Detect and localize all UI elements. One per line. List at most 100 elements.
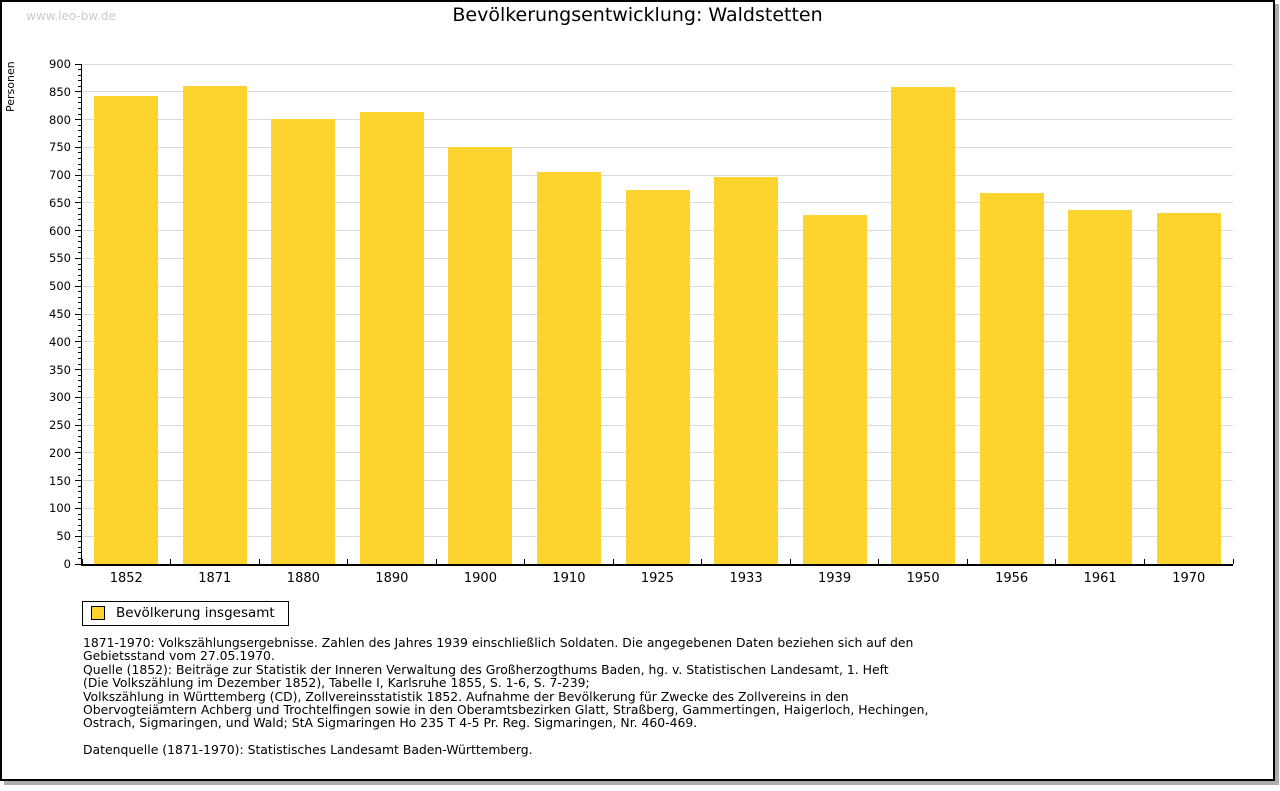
y-minor-tick <box>77 269 81 271</box>
y-minor-tick <box>77 363 81 365</box>
y-minor-tick <box>77 485 81 487</box>
y-minor-tick <box>77 463 81 465</box>
x-axis-tick-label: 1970 <box>1172 571 1206 586</box>
y-minor-tick <box>77 207 81 209</box>
y-major-tick <box>74 285 81 287</box>
x-boundary-tick <box>1232 559 1234 564</box>
y-axis-tick-label: 550 <box>49 251 71 266</box>
y-minor-tick <box>77 157 81 159</box>
y-minor-tick <box>77 85 81 87</box>
y-minor-tick <box>77 385 81 387</box>
y-minor-tick <box>77 474 81 476</box>
x-axis-tick-label: 1925 <box>640 571 674 586</box>
x-boundary-tick <box>81 559 83 564</box>
y-minor-tick <box>77 241 81 243</box>
y-minor-tick <box>77 169 81 171</box>
y-gridline <box>82 146 1233 148</box>
y-major-tick <box>74 119 81 121</box>
y-major-tick <box>74 535 81 537</box>
y-minor-tick <box>77 380 81 382</box>
y-axis-tick-label: 850 <box>49 84 71 99</box>
y-major-tick <box>74 341 81 343</box>
y-minor-tick <box>77 541 81 543</box>
y-axis-tick-label: 400 <box>49 334 71 349</box>
y-minor-tick <box>77 130 81 132</box>
y-axis-line <box>80 64 82 564</box>
bar-1880 <box>271 119 336 564</box>
y-minor-tick <box>77 419 81 421</box>
x-boundary-tick <box>1144 559 1145 564</box>
x-axis-tick-label: 1950 <box>906 571 940 586</box>
y-axis-tick-label: 0 <box>63 557 71 571</box>
y-axis-tick-label: 700 <box>49 168 71 183</box>
y-axis-tick-label: 800 <box>49 112 71 127</box>
y-minor-tick <box>77 330 81 332</box>
x-boundary-tick <box>524 559 526 564</box>
y-minor-tick <box>77 502 81 504</box>
y-major-tick <box>74 452 81 454</box>
y-axis-tick-label: 450 <box>49 307 71 321</box>
y-minor-tick <box>77 191 81 193</box>
y-minor-tick <box>77 74 81 76</box>
x-boundary-tick <box>966 559 968 564</box>
y-axis-tick-label: 50 <box>56 529 71 544</box>
y-minor-tick <box>77 124 81 126</box>
footnote-line: Ostrach, Sigmaringen, und Wald; StA Sigm… <box>83 715 698 731</box>
y-axis-tick-label: 650 <box>49 195 71 210</box>
x-axis-tick-label: 1852 <box>109 571 143 586</box>
x-boundary-tick <box>612 559 614 564</box>
x-boundary-tick <box>1055 559 1057 564</box>
x-axis-tick-label: 1890 <box>375 571 409 586</box>
bar-1925 <box>625 190 690 564</box>
x-boundary-tick <box>170 559 171 564</box>
footnote-paragraph: 1871-1970: Volkszählungsergebnisse. Zahl… <box>83 636 928 730</box>
bar-1961 <box>1068 209 1133 564</box>
y-major-tick <box>74 63 81 65</box>
watermark-url: www.leo-bw.de <box>26 9 116 23</box>
bar-1939 <box>802 215 867 564</box>
y-major-tick <box>74 563 81 565</box>
bar-1900 <box>448 147 513 564</box>
footnote-line: Datenquelle (1871-1970): Statistisches L… <box>83 741 533 757</box>
y-minor-tick <box>77 80 81 82</box>
x-axis-tick-label: 1961 <box>1083 571 1117 586</box>
y-minor-tick <box>77 546 81 548</box>
bar-1871 <box>182 86 247 564</box>
footnote-line: Volkszählung in Württemberg (CD), Zollve… <box>83 688 849 704</box>
y-minor-tick <box>77 335 81 337</box>
y-minor-tick <box>77 296 81 298</box>
y-gridline <box>82 174 1233 176</box>
y-minor-tick <box>77 391 81 393</box>
y-major-tick <box>74 480 81 482</box>
x-axis-tick-label: 1900 <box>463 571 497 586</box>
bar-1933 <box>714 177 778 564</box>
y-minor-tick <box>77 274 81 276</box>
y-minor-tick <box>77 235 81 237</box>
y-major-tick <box>74 91 81 93</box>
y-minor-tick <box>77 519 81 521</box>
x-axis-tick-label: 1933 <box>729 571 763 586</box>
y-minor-tick <box>77 246 81 248</box>
y-minor-tick <box>77 319 81 321</box>
y-axis-tick-label: 500 <box>49 279 71 294</box>
y-major-tick <box>74 146 81 148</box>
y-axis-tick-label: 100 <box>49 501 71 516</box>
y-major-tick <box>74 507 81 509</box>
y-minor-tick <box>77 469 81 471</box>
x-axis-line <box>80 564 1233 566</box>
y-minor-tick <box>77 96 81 98</box>
y-major-tick <box>74 424 81 426</box>
y-major-tick <box>74 369 81 371</box>
x-boundary-tick <box>347 559 349 564</box>
y-minor-tick <box>77 180 81 182</box>
y-minor-tick <box>77 557 81 559</box>
bar-1852 <box>94 95 159 564</box>
y-axis-tick-label: 900 <box>49 57 71 71</box>
y-axis-tick-label: 300 <box>49 390 71 405</box>
y-minor-tick <box>77 352 81 354</box>
footnote-paragraph: Datenquelle (1871-1970): Statistisches L… <box>83 741 928 757</box>
x-boundary-tick <box>789 559 791 564</box>
y-minor-tick <box>77 224 81 226</box>
y-major-tick <box>74 313 81 315</box>
y-minor-tick <box>77 441 81 443</box>
